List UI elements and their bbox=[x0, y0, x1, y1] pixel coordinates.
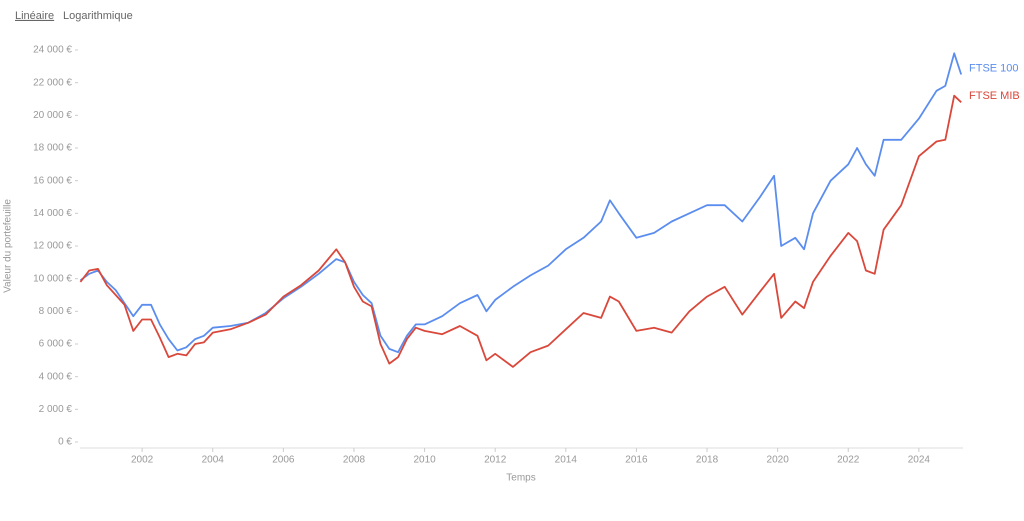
y-axis-label: Valeur du portefeuille bbox=[3, 199, 14, 293]
series-line bbox=[79, 52, 963, 354]
y-tick-label: 16 000 € bbox=[33, 175, 72, 186]
scale-toggle-log[interactable]: Logarithmique bbox=[63, 10, 133, 22]
x-tick-label: 2016 bbox=[625, 455, 648, 466]
y-tick-label: 22 000 € bbox=[33, 77, 72, 88]
x-tick-label: 2024 bbox=[908, 455, 931, 466]
x-tick-label: 2010 bbox=[413, 455, 436, 466]
x-tick-label: 2002 bbox=[131, 455, 154, 466]
series-line bbox=[79, 94, 962, 368]
y-tick-label: 24 000 € bbox=[33, 45, 72, 56]
y-tick-label: 2 000 € bbox=[39, 404, 73, 415]
x-tick-label: 2008 bbox=[343, 455, 366, 466]
y-tick-label: 8 000 € bbox=[39, 306, 73, 317]
series-label: FTSE MIB bbox=[969, 90, 1020, 102]
x-tick-label: 2014 bbox=[555, 455, 578, 466]
y-tick-label: 10 000 € bbox=[33, 273, 72, 284]
y-tick-label: 6 000 € bbox=[39, 339, 73, 350]
x-tick-label: 2022 bbox=[837, 455, 860, 466]
series-label: FTSE 100 bbox=[969, 62, 1019, 74]
y-tick-label: 14 000 € bbox=[33, 208, 72, 219]
y-tick-label: 4 000 € bbox=[39, 371, 73, 382]
y-tick-label: 18 000 € bbox=[33, 143, 72, 154]
y-tick-label: 20 000 € bbox=[33, 110, 72, 121]
x-tick-label: 2004 bbox=[202, 455, 225, 466]
x-tick-label: 2018 bbox=[696, 455, 719, 466]
y-tick-label: 0 € bbox=[58, 437, 72, 448]
scale-toggle-linear[interactable]: Linéaire bbox=[15, 10, 54, 22]
x-tick-label: 2012 bbox=[484, 455, 507, 466]
x-tick-label: 2020 bbox=[767, 455, 790, 466]
x-axis-label: Temps bbox=[506, 473, 535, 484]
y-tick-label: 12 000 € bbox=[33, 241, 72, 252]
x-tick-label: 2006 bbox=[272, 455, 295, 466]
